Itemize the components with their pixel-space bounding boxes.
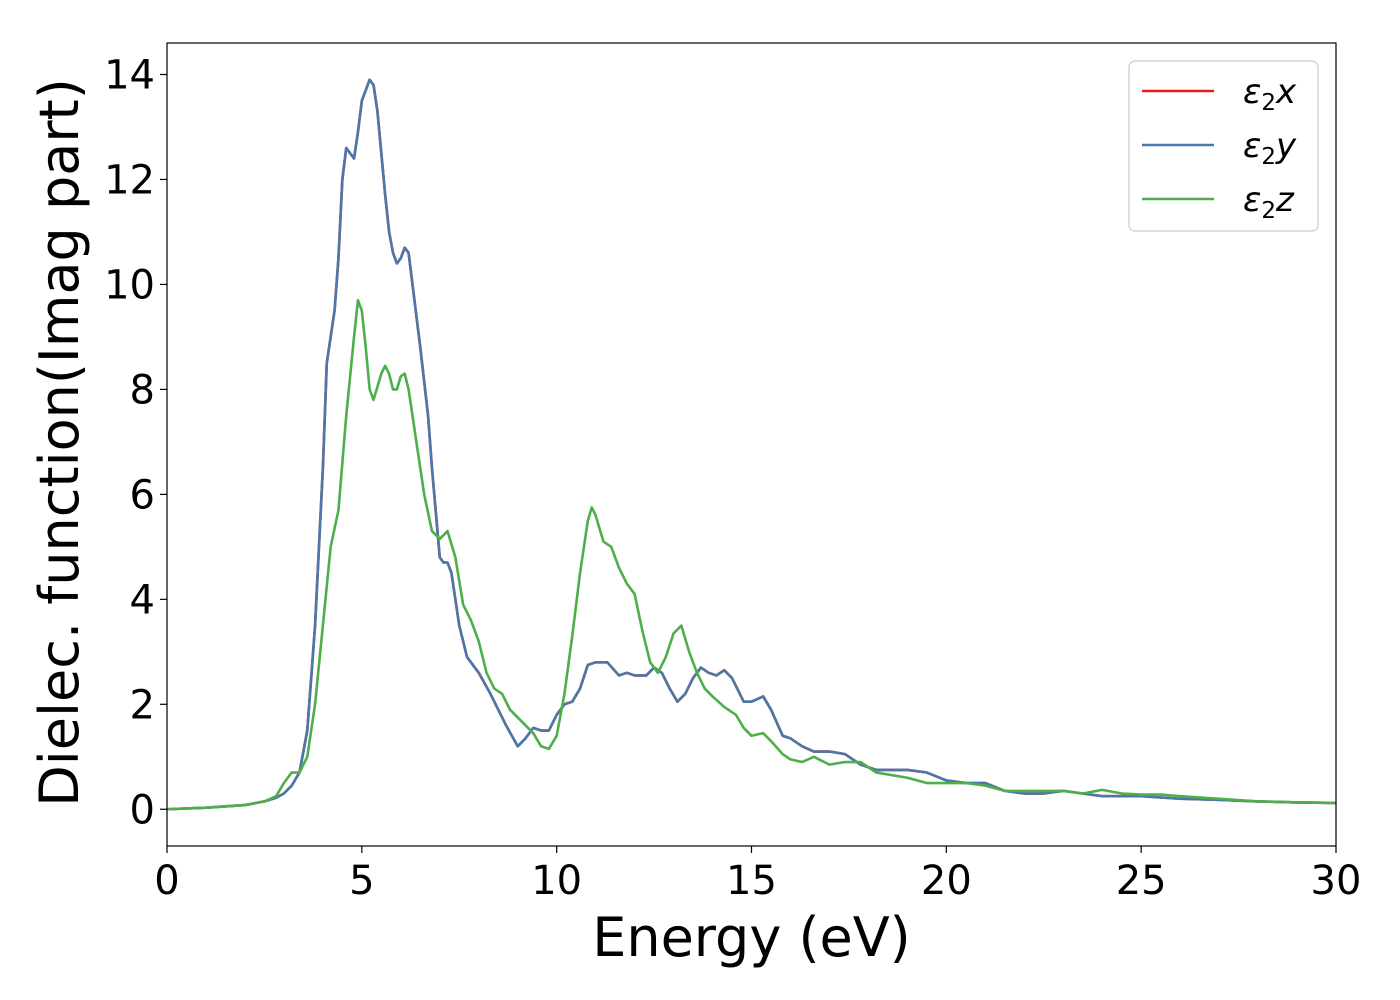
y-tick-label: 8 — [130, 367, 155, 413]
x-tick-label: 10 — [531, 858, 582, 904]
series-layer — [167, 78, 1336, 811]
y-tick-label: 0 — [130, 787, 155, 833]
legend-label-y: ε2y — [1243, 126, 1297, 170]
legend-axis-name: y — [1275, 126, 1297, 166]
y-tick-label: 4 — [130, 577, 155, 623]
x-tick-label: 25 — [1116, 858, 1167, 904]
legend-axis-name: x — [1275, 72, 1297, 112]
x-tick-label: 0 — [154, 858, 179, 904]
y-tick-label: 6 — [130, 472, 155, 518]
series-line-y — [167, 78, 1336, 811]
x-tick-label: 20 — [921, 858, 972, 904]
x-tick-label: 15 — [726, 858, 777, 904]
legend-label-x: ε2x — [1243, 72, 1297, 116]
legend-epsilon: ε — [1243, 180, 1261, 220]
legend-subscript: 2 — [1261, 144, 1276, 170]
y-tick-label: 14 — [104, 52, 155, 98]
y-axis-label: Dielec. function(Imag part) — [28, 78, 91, 807]
legend-box — [1128, 60, 1319, 232]
series-line-z — [167, 298, 1336, 811]
legend-subscript: 2 — [1261, 90, 1276, 116]
legend-epsilon: ε — [1243, 126, 1261, 166]
legend-axis-name: z — [1275, 180, 1295, 220]
y-tick-label: 12 — [104, 157, 155, 203]
legend-epsilon: ε — [1243, 72, 1261, 112]
x-tick-label: 30 — [1311, 858, 1362, 904]
legend-subscript: 2 — [1261, 198, 1276, 224]
x-axis-label: Energy (eV) — [592, 906, 911, 969]
ticks-layer: 0 5 10 15 20 25 30 0 2 4 6 8 10 12 14 — [104, 52, 1361, 904]
x-tick-label: 5 — [349, 858, 374, 904]
y-tick-label: 10 — [104, 262, 155, 308]
y-tick-label: 2 — [130, 682, 155, 728]
legend-label-z: ε2z — [1243, 180, 1295, 224]
